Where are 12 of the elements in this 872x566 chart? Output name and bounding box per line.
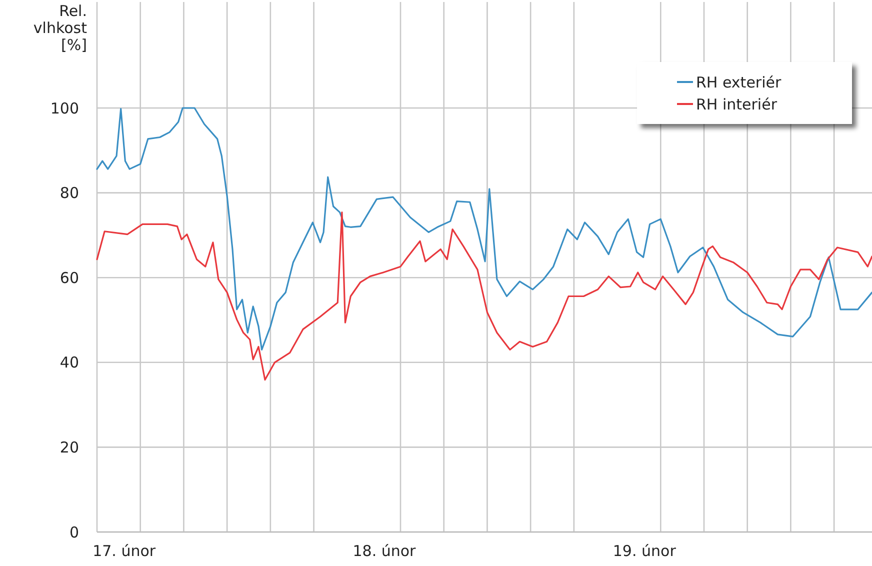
legend-label: RH interiér bbox=[696, 95, 778, 114]
y-tick-label: 0 bbox=[69, 523, 79, 542]
y-tick-label: 100 bbox=[50, 99, 79, 118]
y-tick-label: 40 bbox=[60, 354, 79, 372]
y-tick-label: 60 bbox=[60, 268, 79, 287]
y-axis-title: Rel. vlhkost [%] bbox=[33, 2, 88, 54]
x-tick-label: 19. únor bbox=[612, 542, 677, 560]
x-tick-label: 17. únor bbox=[92, 542, 156, 560]
legend-label: RH exteriér bbox=[696, 73, 782, 92]
x-tick-label: 18. únor bbox=[352, 542, 417, 560]
y-tick-label: 80 bbox=[60, 184, 79, 202]
y-tick-label: 20 bbox=[60, 438, 79, 456]
